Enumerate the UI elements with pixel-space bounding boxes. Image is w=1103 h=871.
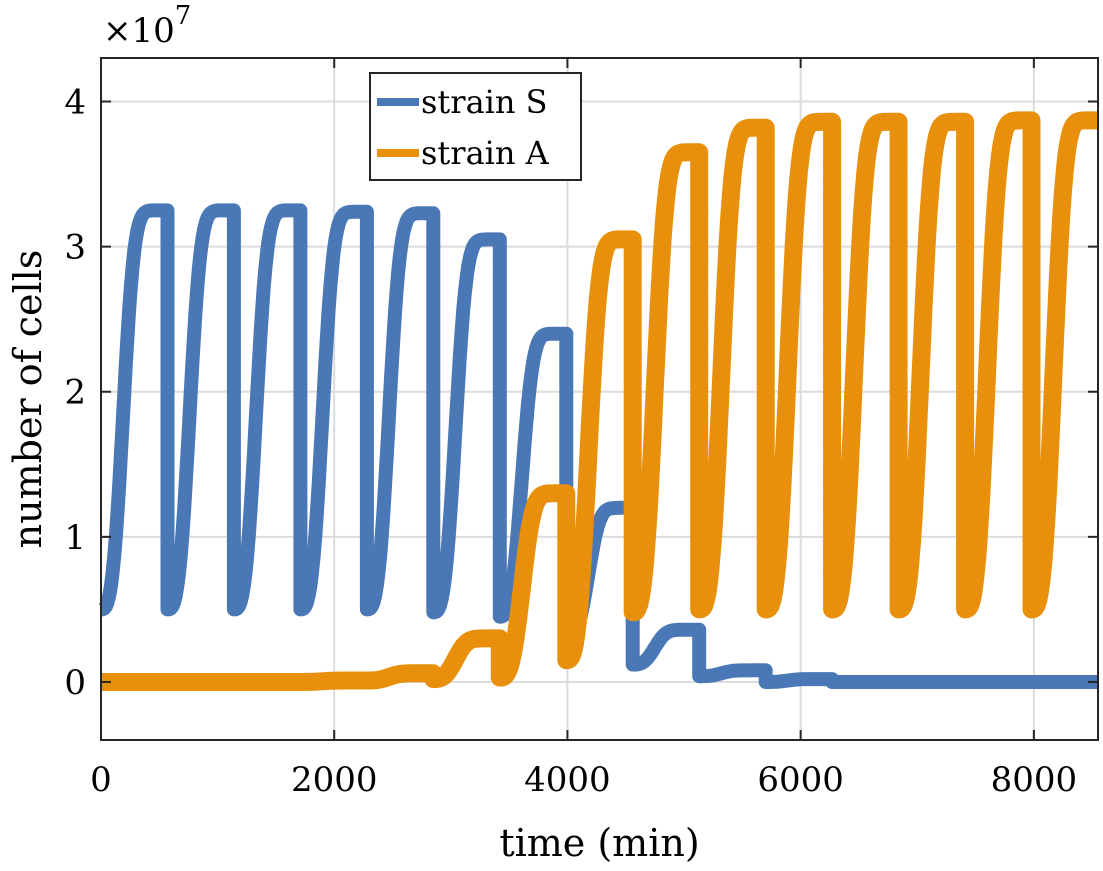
y-tick-label: 1	[64, 518, 86, 558]
x-axis-label: time (min)	[499, 821, 699, 865]
ticks	[100, 58, 1098, 740]
axes-box	[100, 57, 1099, 741]
legend: strain S strain A	[369, 72, 582, 181]
x-tick-label: 8000	[991, 760, 1078, 800]
series-layer	[93, 111, 1103, 691]
legend-label-strain-a: strain A	[421, 134, 550, 172]
x-tick-label: 6000	[757, 760, 844, 800]
y-tick-label: 3	[64, 228, 86, 268]
series-line-strain-a	[93, 111, 1103, 691]
x-tick-label: 2000	[291, 760, 378, 800]
y-tick-label: 4	[64, 83, 86, 123]
y-exponent-base: ×10	[103, 11, 175, 51]
x-tick-label: 0	[90, 760, 112, 800]
tick-labels: 0 2000 4000 6000 8000 0 1 2 3 4	[64, 83, 1077, 800]
y-exponent-label: ×107	[103, 1, 191, 51]
y-tick-label: 2	[64, 373, 86, 413]
legend-label-strain-s: strain S	[421, 83, 548, 121]
x-tick-label: 4000	[524, 760, 611, 800]
series-line-strain-s	[95, 203, 1099, 689]
y-tick-label: 0	[64, 663, 86, 703]
y-axis-label: number of cells	[6, 250, 50, 549]
legend-box	[369, 72, 582, 181]
y-exponent-power: 7	[175, 1, 192, 31]
